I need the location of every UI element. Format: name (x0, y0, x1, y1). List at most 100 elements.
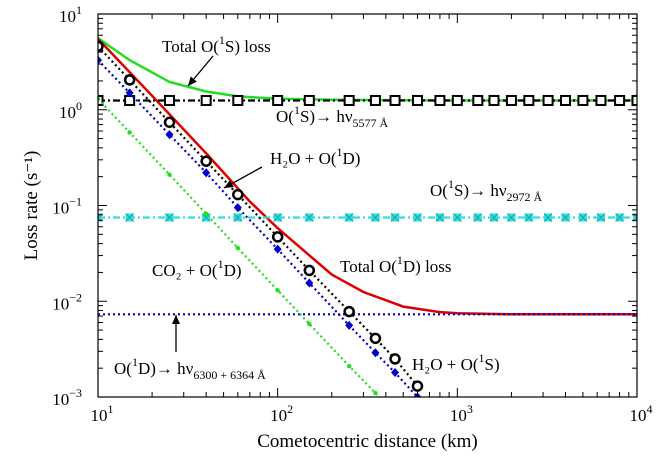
series-4-point (543, 213, 553, 222)
series-6-point (163, 116, 176, 129)
series-3-point (163, 94, 175, 106)
series-7-point (371, 348, 380, 358)
arrow-total-o1s-loss-head (188, 76, 197, 86)
series-3-point (451, 94, 463, 106)
series-8-point (275, 288, 280, 293)
series-3-point (560, 94, 572, 106)
series-4-point (524, 213, 534, 222)
series-3-point (434, 94, 446, 106)
series-6-point (303, 264, 316, 277)
series-8-point (127, 130, 132, 135)
series-3-point (343, 94, 355, 106)
series-3-point (577, 94, 589, 106)
y-tick-label: 100 (59, 99, 82, 122)
series-7-point (273, 244, 282, 254)
series-4-point (452, 213, 462, 222)
series-4-point (165, 213, 174, 222)
series-4-point (201, 213, 211, 222)
series-3-point (272, 94, 284, 106)
series-8-point (235, 245, 241, 251)
series-line-7 (98, 59, 419, 397)
annotation-label-3: H₂O + O(1D) (270, 145, 360, 168)
series-4-point (596, 213, 606, 222)
series-4-point (507, 213, 516, 222)
series-4-point (615, 213, 624, 222)
arrow-o1d-6300-head (172, 315, 180, 324)
series-7-point (391, 368, 400, 378)
series-6-point (98, 40, 104, 53)
series-3-point (542, 94, 554, 106)
series-layer (98, 37, 637, 406)
series-6-point (389, 353, 401, 365)
series-line-2 (98, 38, 637, 316)
series-3-point (389, 94, 401, 106)
series-7-point (125, 88, 134, 98)
series-4-point (371, 213, 380, 222)
series-7-point (98, 55, 102, 65)
series-3-point (98, 94, 104, 106)
series-8-point (307, 321, 312, 327)
axes-layer (97, 13, 638, 398)
y-tick-label: 10−1 (52, 195, 82, 218)
series-8-point (373, 390, 378, 396)
annotation-label-8: H₂O + O(1S) (412, 351, 500, 374)
series-3-point (631, 94, 637, 106)
series-6-point (123, 74, 136, 86)
arrow-h2o-o1d-head (224, 180, 234, 188)
series-3-point (523, 94, 535, 106)
series-3-point (614, 94, 626, 106)
x-tick-label: 101 (91, 402, 114, 425)
ticks-layer: 101 102 103 104 10−3 10−2 10−1 100 101 (52, 3, 652, 425)
series-6-point (232, 188, 244, 201)
series-3-point (595, 94, 607, 106)
series-8-point (203, 211, 209, 216)
x-tick-label: 103 (450, 402, 473, 425)
y-tick-label: 10−3 (52, 386, 82, 409)
x-axis-label: Cometocentric distance (km) (257, 431, 478, 452)
annotation-arrows (172, 55, 263, 352)
series-4-point (390, 213, 400, 222)
annotation-label-2: O(1S)→ hν5577 Å (276, 103, 389, 130)
series-4-point (344, 213, 354, 222)
annotation-label-1: Total O(1S) loss (162, 33, 271, 56)
series-3-point (411, 94, 423, 106)
series-7-point (165, 130, 174, 140)
series-8-point (384, 402, 388, 406)
annotation-label-5: Total O(1D) loss (340, 253, 452, 276)
series-3-point (472, 94, 484, 106)
series-3-point (232, 94, 244, 106)
series-6-point (369, 332, 382, 345)
series-4-point (489, 213, 499, 222)
series-6-point (343, 305, 355, 318)
series-7-point (202, 168, 211, 178)
series-line-8 (98, 98, 381, 397)
y-tick-label: 10−2 (52, 290, 82, 313)
annotation-label-6: CO₂ + O(1D) (152, 257, 242, 280)
series-4-point (125, 213, 134, 222)
series-6-point (411, 380, 424, 392)
series-3-point (505, 94, 517, 106)
annotation-label-7: O(1D)→ hν6300 + 6364 Å (114, 355, 266, 382)
series-4-point (413, 213, 422, 222)
series-4-point (435, 213, 445, 222)
series-3-point (200, 94, 212, 106)
x-tick-label: 104 (630, 402, 653, 425)
annotations-layer: Total O(1S) loss O(1S)→ hν5577 Å H₂O + O(1… (114, 33, 543, 382)
series-8-point (167, 172, 172, 177)
series-6-point (200, 155, 212, 167)
annotation-label-4: O(1S)→ hν2972 Å (430, 177, 543, 204)
plot-frame (97, 13, 638, 398)
series-4-point (561, 213, 570, 222)
series-4-point (273, 213, 283, 222)
series-3-point (369, 94, 381, 106)
y-tick-label: 101 (59, 3, 82, 26)
series-3-point (488, 94, 500, 106)
series-7-point (345, 320, 354, 330)
series-7-point (233, 203, 242, 213)
series-3-point (303, 94, 315, 106)
series-4-point (304, 213, 314, 222)
x-tick-label: 102 (270, 402, 293, 425)
series-6-point (271, 231, 284, 243)
series-4-point (473, 213, 483, 222)
